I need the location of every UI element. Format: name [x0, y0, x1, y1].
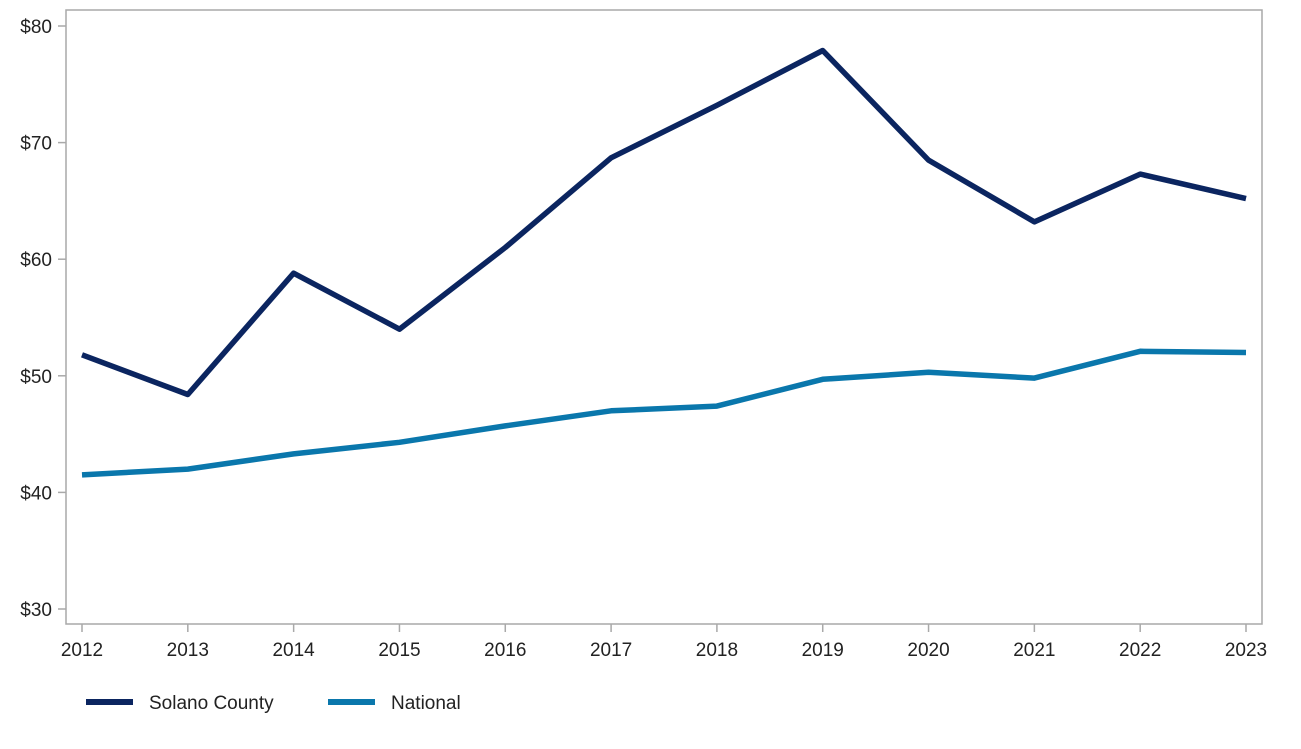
- plot-frame: [65, 9, 1263, 625]
- series-layer: [81, 47, 1247, 478]
- y-tick-label: $40: [20, 483, 52, 504]
- legend-label: National: [391, 693, 461, 714]
- legend: Solano County National: [86, 693, 461, 714]
- y-tick-label: $80: [20, 17, 52, 38]
- series-line-national: [81, 348, 1247, 478]
- y-tick-label: $70: [20, 134, 52, 155]
- x-axis: 2012 2013 2014 2015 2016 2017 2018 2019 2020 2021…: [61, 624, 1267, 661]
- legend-label: Solano County: [149, 693, 274, 714]
- y-tick-label: $60: [20, 250, 52, 271]
- x-tick-label: 2020: [907, 640, 949, 661]
- y-tick-label: $30: [20, 600, 52, 621]
- x-tick-label: 2016: [484, 640, 526, 661]
- x-tick-label: 2018: [696, 640, 738, 661]
- y-tick-label: $50: [20, 367, 52, 388]
- x-tick-label: 2014: [272, 640, 315, 661]
- series-line-solano-county: [81, 47, 1247, 398]
- x-tick-label: 2017: [590, 640, 632, 661]
- y-axis: $30 $40 $50 $60 $70 $80: [20, 17, 66, 621]
- x-tick-label: 2021: [1013, 640, 1055, 661]
- x-tick-label: 2022: [1119, 640, 1161, 661]
- x-tick-label: 2019: [802, 640, 844, 661]
- x-tick-label: 2012: [61, 640, 103, 661]
- x-tick-label: 2015: [378, 640, 420, 661]
- x-tick-label: 2023: [1225, 640, 1267, 661]
- x-tick-label: 2013: [167, 640, 209, 661]
